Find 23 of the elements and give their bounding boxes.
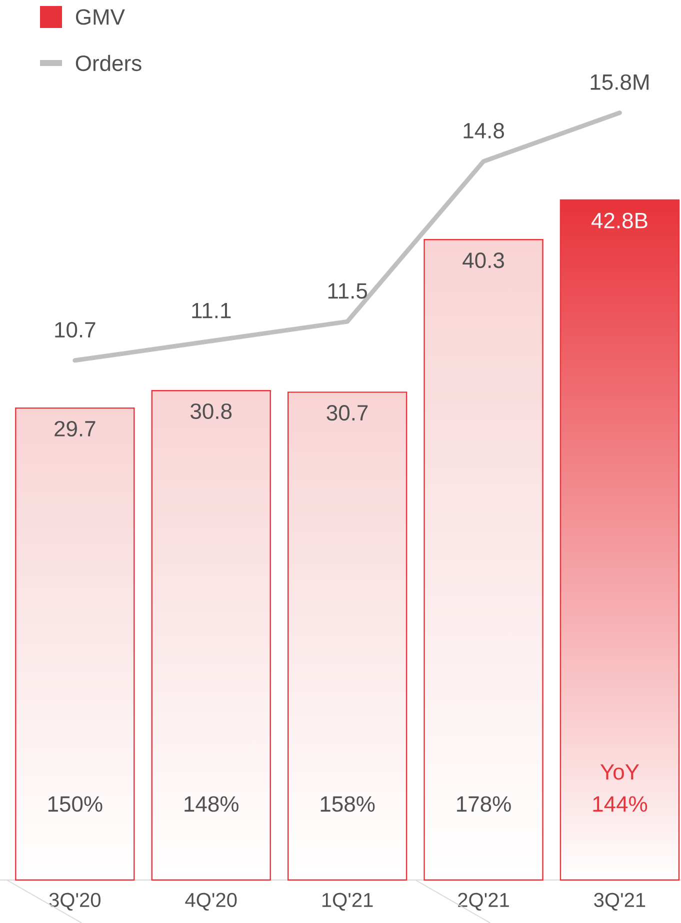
annotation: 144%	[593, 796, 648, 812]
data-label: 40.3	[462, 252, 504, 268]
data-label: 15.8M	[590, 74, 648, 90]
x-tick-label: 4Q'20	[185, 892, 237, 911]
data-label: 11.5	[328, 283, 367, 299]
data-label: 42.8B	[591, 212, 648, 228]
data-label: 30.8	[190, 403, 232, 420]
data-label: 30.7	[326, 405, 368, 421]
x-tick-label: 2Q'21	[458, 892, 509, 911]
annotation: 178%	[457, 796, 511, 812]
x-tick-label: 3Q'20	[49, 892, 100, 911]
annotation: YoY	[600, 764, 640, 780]
annotation: 148%	[184, 796, 238, 812]
data-label: 14.8	[464, 122, 504, 138]
annotation: 158%	[320, 796, 375, 812]
legend-label: GMV	[76, 9, 125, 25]
legend-label: Orders	[76, 54, 142, 72]
data-label: 11.1	[192, 302, 231, 318]
data-label: 29.7	[54, 420, 96, 437]
annotation: 150%	[48, 796, 102, 812]
x-tick-label: 1Q'21	[322, 892, 373, 911]
data-label: 10.7	[55, 322, 96, 338]
x-tick-label: 3Q'21	[594, 892, 646, 911]
